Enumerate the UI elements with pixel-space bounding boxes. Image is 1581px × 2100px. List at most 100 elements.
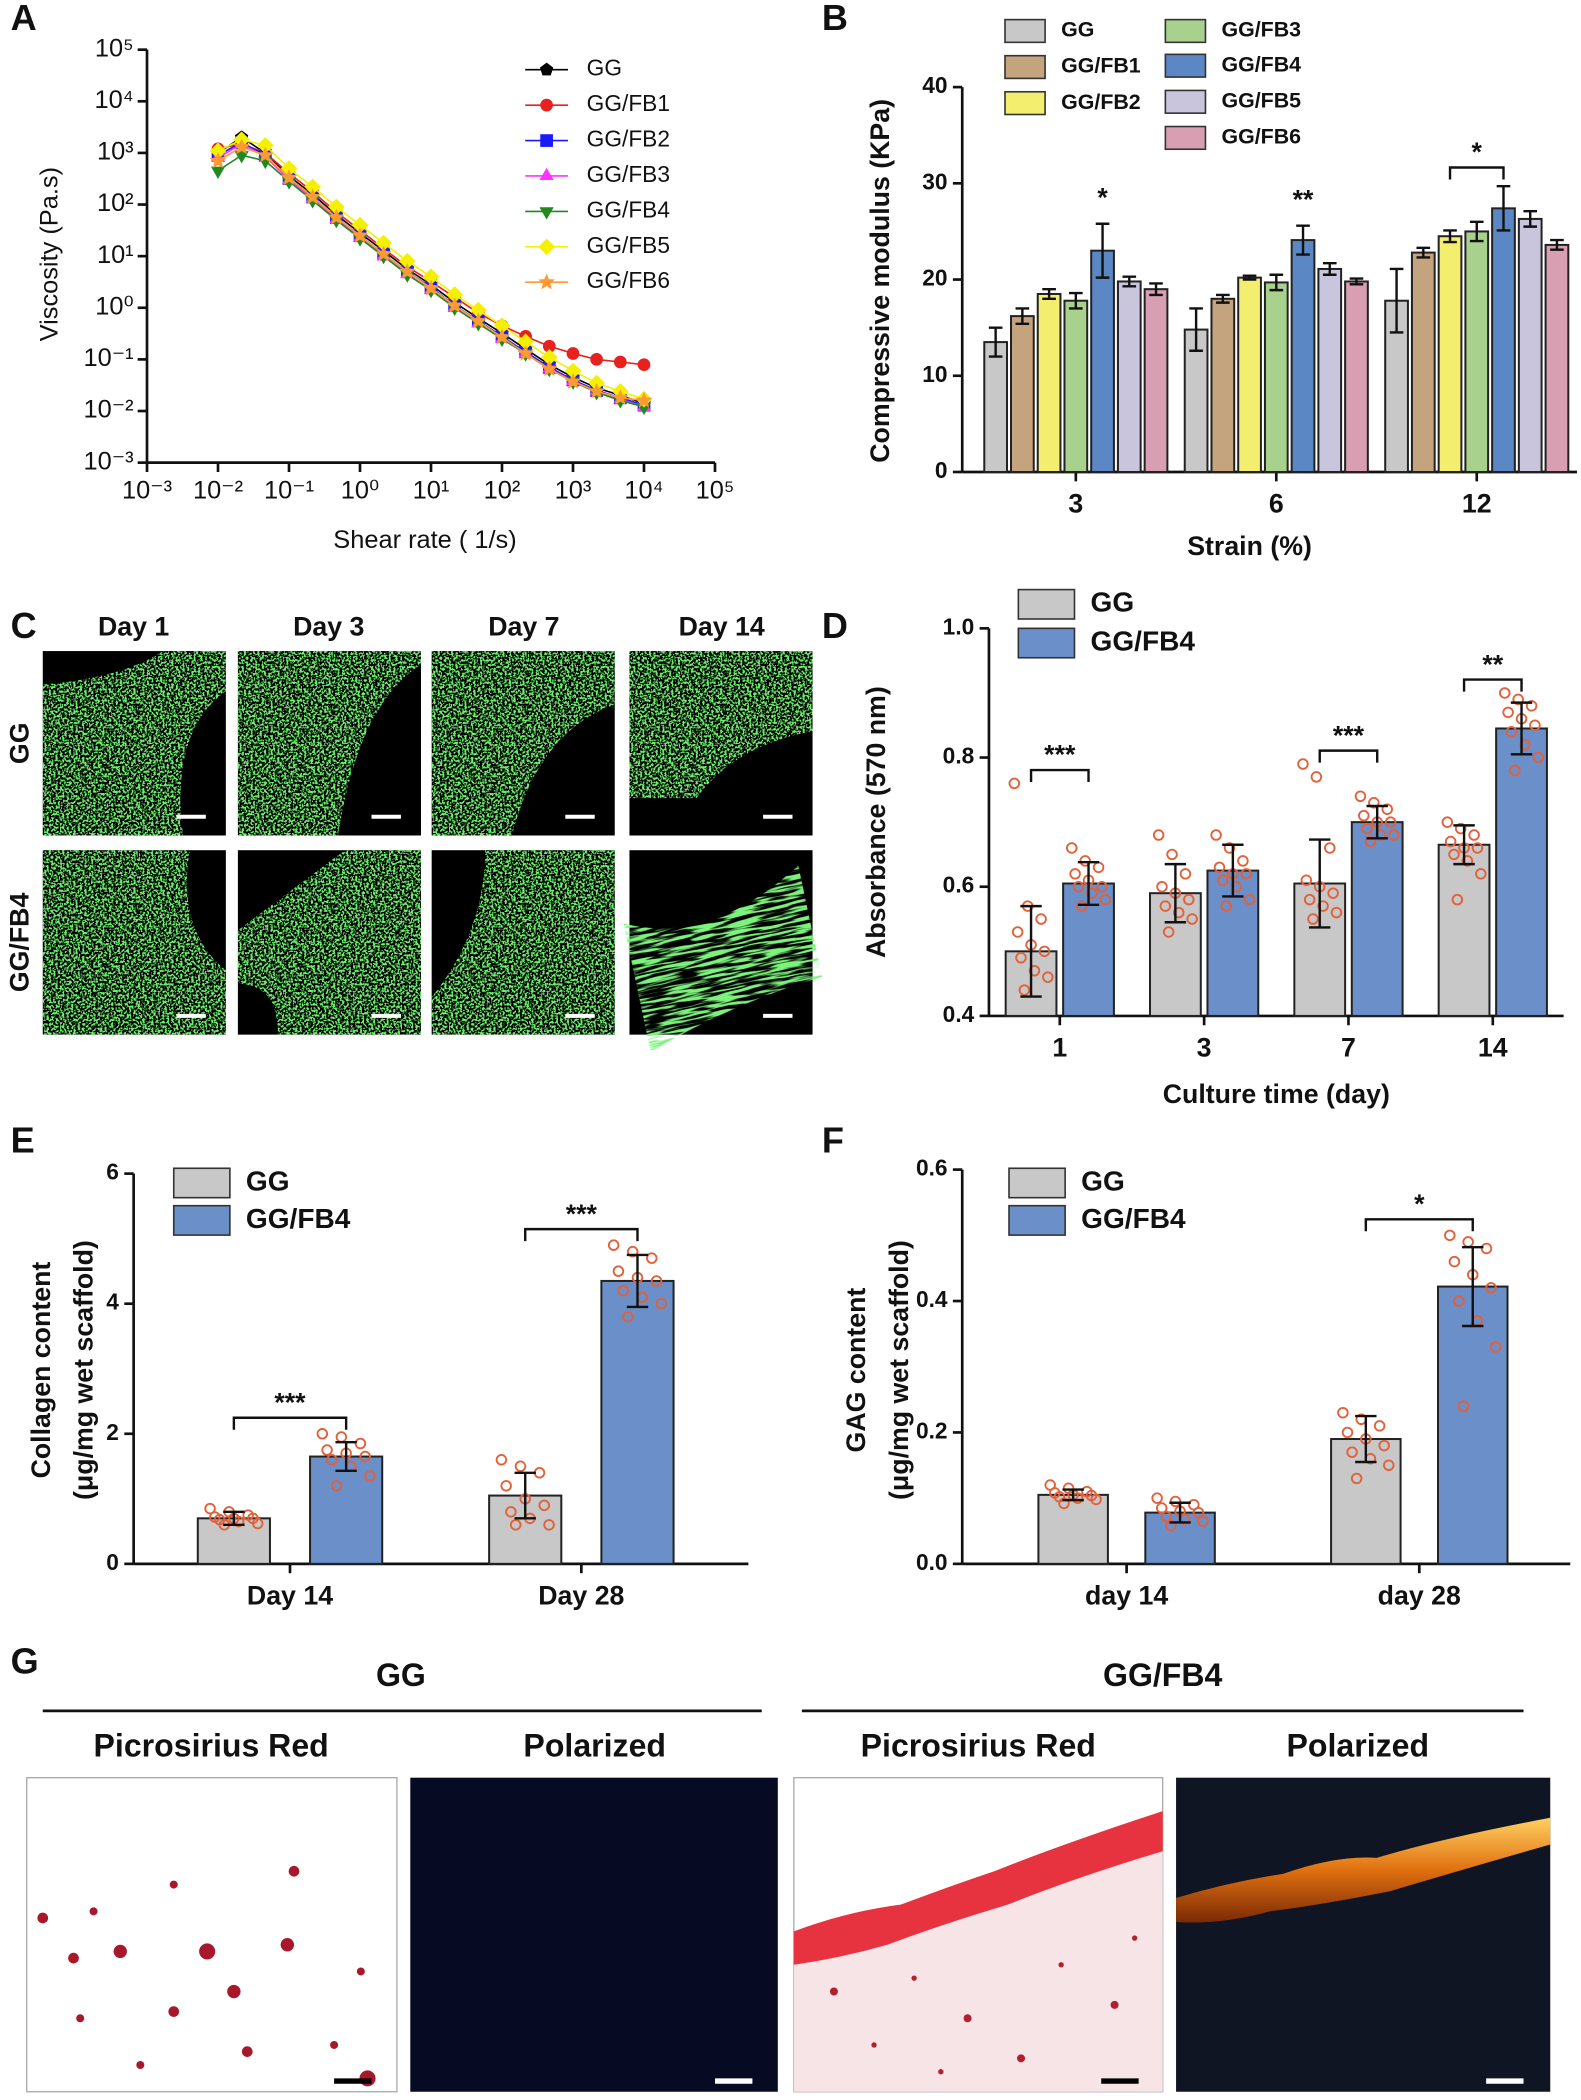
data-point [1152,829,1165,841]
bar [983,341,1009,473]
legend-swatch [1004,54,1046,80]
histology-image [26,1777,398,2093]
y-tick-label: 6 [106,1159,119,1185]
bar [1544,243,1570,473]
data-point [1035,913,1047,925]
significance: * [1097,183,1108,213]
error-bar [1496,185,1511,232]
data-point [1086,887,1098,899]
data-point [335,1431,348,1443]
data-point [1383,1459,1395,1472]
data-point [1018,984,1031,996]
y-tick-label: 10⁴ [95,86,134,114]
marker [210,166,226,180]
data-point [1475,868,1487,880]
error-bar [1523,210,1538,228]
marker [470,312,487,329]
row-header: GG/FB4 [4,893,34,993]
y-tick-label: 0.4 [943,1001,975,1027]
marker [446,286,463,303]
data-point [1172,906,1185,919]
marker [375,234,392,252]
data-point [1373,1420,1386,1432]
y-tick-label: 40 [922,72,947,98]
bar [1116,280,1142,473]
data-point [1361,822,1373,835]
y-axis-title: (μg/mg wet scaffold) [69,1240,99,1500]
error-bar [988,326,1003,358]
significance: * [1472,137,1483,167]
data-point [204,1502,216,1515]
error-bar [223,1510,245,1527]
bar [1037,1493,1109,1565]
x-tick-label: 10⁻³ [122,477,172,505]
data-point [1169,1495,1182,1508]
y-axis-title: Absorbance (570 nm) [861,686,891,958]
data-point [617,1284,629,1297]
error-bar [1443,229,1457,244]
legend-swatch [1008,1204,1066,1236]
error-bar [1416,246,1431,259]
marker [566,347,580,360]
data-point [1008,777,1021,790]
significance-bracket [1318,749,1379,763]
data-point [1453,1295,1465,1307]
x-tick-label: 10⁵ [696,477,735,505]
error-bar [1322,261,1337,276]
panel-label: D [822,605,848,646]
data-point [533,1467,546,1479]
data-point [1324,842,1336,854]
data-point [1448,848,1460,861]
bar [1090,249,1115,473]
micrograph [42,850,226,1035]
panel-label: A [11,0,37,38]
error-bar [514,1471,536,1520]
bar [1290,239,1316,473]
data-point [1444,835,1457,848]
histology-image [410,1777,778,2092]
data-point [326,1454,338,1466]
data-point [1341,1426,1354,1439]
legend-label: GG [246,1165,290,1196]
marker [590,353,603,366]
data-point [1179,868,1192,880]
data-point [1444,1229,1456,1242]
error-bar [1216,293,1230,304]
data-point [650,1275,663,1287]
data-point [1090,1493,1102,1506]
legend-marker [539,167,554,181]
y-tick-label: 10⁰ [95,292,133,320]
data-point [1183,893,1195,906]
data-point [1192,1506,1205,1519]
data-point [1337,1406,1349,1419]
marker [234,151,249,164]
legend-label: GG/FB4 [587,196,670,222]
y-tick-label: 10⁻² [84,396,134,424]
data-point [1058,1497,1070,1510]
data-point [1350,1472,1363,1485]
x-axis-title: Shear rate ( 1/s) [333,526,516,554]
legend-label: GG [1061,18,1094,42]
series-line [217,142,645,366]
y-tick-label: 10⁻³ [84,447,134,475]
group-title: GG [376,1657,426,1693]
data-point [1240,868,1253,880]
error-bar [1366,804,1388,840]
data-point [1213,861,1226,874]
data-point [538,1499,551,1512]
micrograph [629,651,813,836]
data-point [1346,1446,1358,1458]
data-point [612,1265,625,1277]
data-point [1330,906,1343,919]
y-axis-title: Collagen content [26,1262,56,1479]
data-point [1197,1515,1209,1527]
significance: * [1414,1189,1425,1219]
bar [1436,1285,1509,1565]
data-point [1468,829,1480,841]
data-point [316,1428,329,1440]
data-point [1210,829,1222,841]
data-point [1162,926,1175,938]
y-tick-label: 0.0 [916,1549,948,1575]
data-point [1217,874,1229,887]
legend-label: GG/FB3 [587,161,670,187]
